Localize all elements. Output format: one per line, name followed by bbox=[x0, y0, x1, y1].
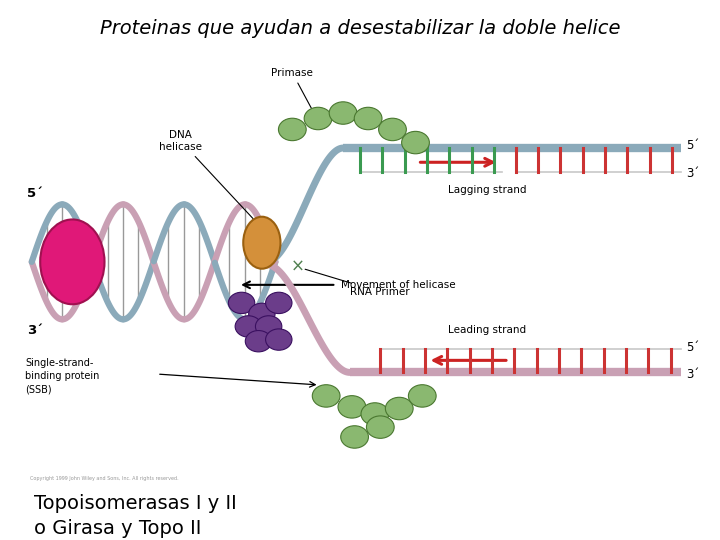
Circle shape bbox=[266, 292, 292, 314]
Text: Movement of helicase: Movement of helicase bbox=[341, 280, 456, 290]
Circle shape bbox=[256, 316, 282, 337]
Ellipse shape bbox=[40, 219, 104, 304]
Circle shape bbox=[408, 384, 436, 407]
Circle shape bbox=[312, 384, 340, 407]
Text: DNA
helicase: DNA helicase bbox=[159, 130, 253, 219]
Circle shape bbox=[248, 303, 275, 325]
Text: o Girasa y Topo II: o Girasa y Topo II bbox=[34, 519, 201, 538]
Circle shape bbox=[361, 403, 389, 425]
Circle shape bbox=[329, 102, 357, 124]
Text: Lagging strand: Lagging strand bbox=[448, 185, 526, 194]
Circle shape bbox=[354, 107, 382, 130]
Circle shape bbox=[385, 397, 413, 420]
Text: ×: × bbox=[291, 257, 305, 275]
Circle shape bbox=[366, 416, 394, 438]
Circle shape bbox=[402, 131, 429, 154]
Circle shape bbox=[341, 426, 369, 448]
Text: Single-strand-
binding protein
(SSB): Single-strand- binding protein (SSB) bbox=[25, 357, 99, 394]
Text: 3´: 3´ bbox=[27, 324, 43, 337]
Text: 5´: 5´ bbox=[686, 139, 699, 152]
Text: 5´: 5´ bbox=[686, 341, 699, 354]
Text: Leading strand: Leading strand bbox=[448, 325, 526, 335]
Text: Proteinas que ayudan a desestabilizar la doble helice: Proteinas que ayudan a desestabilizar la… bbox=[100, 19, 620, 38]
Circle shape bbox=[279, 118, 306, 140]
Circle shape bbox=[304, 107, 332, 130]
Text: Topoisomerasas I y II: Topoisomerasas I y II bbox=[34, 494, 237, 513]
Circle shape bbox=[246, 330, 271, 352]
Text: RNA Primer: RNA Primer bbox=[305, 269, 410, 296]
Text: Primase: Primase bbox=[271, 68, 315, 114]
Circle shape bbox=[266, 329, 292, 350]
Text: Copyright 1999 John Wiley and Sons, Inc. All rights reserved.: Copyright 1999 John Wiley and Sons, Inc.… bbox=[30, 476, 179, 481]
Text: 3´: 3´ bbox=[686, 368, 699, 381]
Ellipse shape bbox=[243, 217, 281, 269]
Circle shape bbox=[379, 118, 406, 140]
Circle shape bbox=[235, 316, 261, 337]
Text: 3´: 3´ bbox=[686, 167, 699, 180]
Circle shape bbox=[338, 396, 366, 418]
Text: 5´: 5´ bbox=[27, 187, 42, 200]
Circle shape bbox=[228, 292, 255, 314]
